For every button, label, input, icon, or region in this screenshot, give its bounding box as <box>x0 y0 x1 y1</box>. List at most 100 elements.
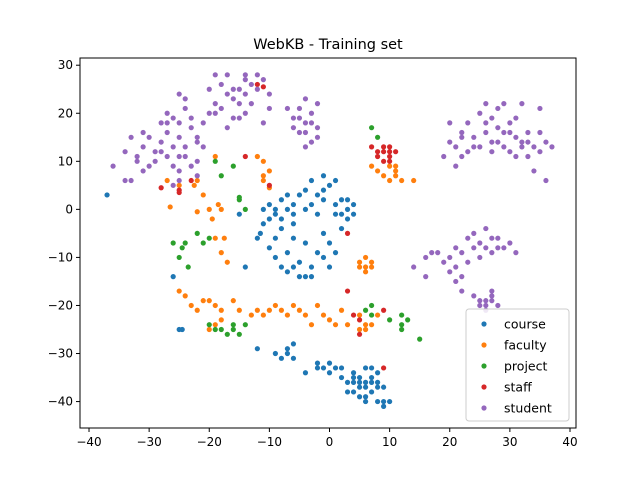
faculty-point <box>278 307 285 313</box>
course-point <box>284 250 291 256</box>
faculty-point <box>194 209 200 215</box>
student-point <box>176 120 182 126</box>
faculty-point <box>188 302 194 309</box>
student-point <box>429 250 435 256</box>
faculty-point <box>356 326 363 333</box>
course-point <box>320 254 327 261</box>
project-point <box>236 194 242 200</box>
student-point <box>447 120 453 126</box>
legend: course faculty project staff student <box>465 308 570 422</box>
student-point <box>242 110 248 116</box>
student-point <box>477 144 483 150</box>
student-point <box>495 125 501 131</box>
faculty-point <box>393 168 399 174</box>
course-point <box>290 211 297 217</box>
student-point <box>194 134 200 140</box>
student-point <box>459 288 465 294</box>
course-point <box>338 197 345 203</box>
student-point <box>495 105 501 112</box>
faculty-point <box>266 168 272 174</box>
student-point <box>543 177 549 184</box>
staff-point <box>242 153 248 160</box>
student-point <box>122 149 128 155</box>
course-point <box>362 398 369 405</box>
course-point <box>236 211 242 217</box>
course-point <box>308 201 315 208</box>
student-point <box>537 105 543 112</box>
student-point <box>242 77 248 83</box>
faculty-point <box>387 163 393 169</box>
course-point <box>375 384 381 390</box>
faculty-point <box>254 307 260 313</box>
project-point <box>230 326 236 333</box>
project-point <box>170 240 176 246</box>
student-point <box>483 245 489 251</box>
student-point <box>224 125 230 131</box>
student-point <box>483 225 489 232</box>
student-point <box>170 182 176 188</box>
project-point <box>417 336 423 342</box>
student-point <box>495 235 501 241</box>
faculty-point <box>368 264 375 270</box>
course-point <box>302 370 309 376</box>
student-point <box>230 96 236 102</box>
course-point <box>332 201 339 208</box>
student-point <box>218 105 224 112</box>
faculty-point <box>248 312 254 318</box>
course-point <box>344 197 351 203</box>
faculty-point <box>176 288 182 294</box>
student-point <box>459 134 465 140</box>
project-point <box>200 240 206 246</box>
legend-label-staff: staff <box>504 380 532 395</box>
course-point <box>375 398 381 405</box>
course-point <box>338 225 345 232</box>
course-point <box>290 264 297 270</box>
x-axis: −40 −30 −20 −10 0 10 20 30 40 <box>76 428 578 449</box>
legend-marker-faculty <box>481 342 487 348</box>
student-point <box>284 105 291 112</box>
x-tick-label: −40 <box>76 435 101 449</box>
staff-point <box>381 307 387 313</box>
faculty-point <box>212 153 218 160</box>
student-point <box>290 125 297 131</box>
faculty-point <box>260 173 266 179</box>
faculty-point <box>375 312 381 318</box>
course-point <box>284 206 291 212</box>
student-point <box>459 153 465 160</box>
student-point <box>531 168 537 174</box>
course-point <box>314 360 321 366</box>
staff-point <box>393 149 399 155</box>
faculty-point <box>200 298 206 304</box>
faculty-point <box>368 259 375 265</box>
student-point <box>164 120 170 126</box>
course-point <box>302 274 309 280</box>
student-point <box>164 129 170 136</box>
faculty-point <box>356 312 363 318</box>
course-point <box>375 379 381 385</box>
legend-box <box>465 308 570 422</box>
faculty-point <box>356 259 363 265</box>
course-point <box>375 370 381 376</box>
student-point <box>489 298 495 304</box>
faculty-point <box>236 307 242 313</box>
project-point <box>218 173 224 179</box>
student-point <box>483 302 489 309</box>
staff-point <box>260 84 266 90</box>
course-point <box>320 230 327 236</box>
student-point <box>302 96 309 102</box>
faculty-point <box>254 153 260 160</box>
faculty-point <box>218 250 224 256</box>
student-point <box>266 105 272 112</box>
course-point <box>242 264 248 270</box>
student-point <box>152 149 158 155</box>
y-tick-label: 20 <box>58 106 73 120</box>
course-point <box>381 398 387 405</box>
faculty-point <box>332 322 339 328</box>
student-point <box>176 168 182 174</box>
student-point <box>302 129 309 136</box>
course-point <box>314 211 321 217</box>
course-point <box>284 346 291 352</box>
course-point <box>272 254 278 261</box>
student-point <box>194 158 200 164</box>
